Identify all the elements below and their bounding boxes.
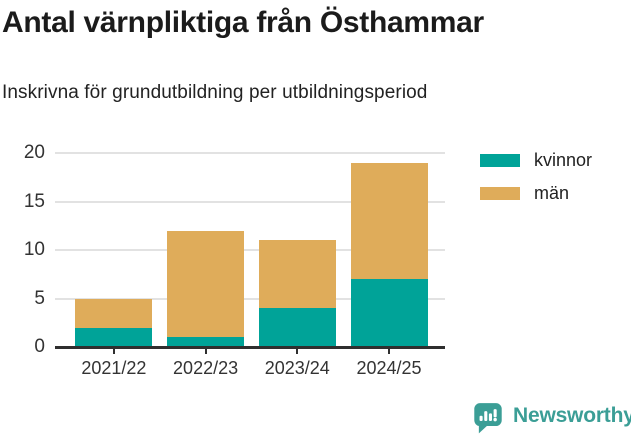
bar-2022-23-kvinnor bbox=[167, 337, 245, 347]
bar-2024-25-kvinnor bbox=[350, 279, 428, 347]
bar-2021-22-män bbox=[75, 298, 153, 328]
x-tick-2023-24 bbox=[296, 348, 299, 354]
y-axis-label-10: 10 bbox=[23, 239, 45, 260]
legend-label-män: män bbox=[534, 183, 570, 203]
bar-2023-24-män bbox=[258, 240, 336, 309]
x-tick-2024-25 bbox=[388, 348, 390, 354]
legend-item-kvinnor: kvinnor bbox=[480, 150, 592, 171]
bar-2024-25-män bbox=[350, 162, 428, 280]
bar-2023-24-kvinnor bbox=[258, 308, 336, 347]
x-axis-label-2022-23: 2022/23 bbox=[173, 358, 239, 378]
x-axis-label-2024-25: 2024/25 bbox=[356, 358, 422, 378]
gridline-y-10 bbox=[55, 249, 445, 251]
x-axis-line bbox=[55, 346, 445, 349]
x-axis-label-2021-22: 2021/22 bbox=[81, 358, 147, 378]
bar-chart-speech-bubble-icon bbox=[474, 403, 502, 434]
chart-legend: kvinnor män bbox=[480, 150, 592, 216]
chart-subtitle: Inskrivna för grundutbildning per utbild… bbox=[2, 82, 428, 103]
y-axis-label-15: 15 bbox=[23, 190, 45, 212]
x-axis-label-2023-24: 2023/24 bbox=[264, 358, 330, 378]
y-axis-label-0: 0 bbox=[34, 336, 45, 357]
chart-title: Antal värnpliktiga från Östhammar bbox=[2, 6, 484, 39]
legend-label-kvinnor: kvinnor bbox=[534, 150, 593, 170]
bar-2021-22-kvinnor bbox=[75, 327, 153, 347]
gridline-y-20 bbox=[55, 152, 445, 154]
gridline-y-15 bbox=[55, 200, 445, 203]
legend-swatch-män bbox=[480, 187, 520, 200]
gridline-y-5 bbox=[55, 297, 445, 300]
legend-swatch-kvinnor bbox=[480, 154, 520, 167]
x-tick-2021-22 bbox=[112, 348, 115, 354]
bar-2022-23-män bbox=[167, 230, 245, 338]
newsworthy-brand: Newsworthy bbox=[473, 402, 631, 434]
x-tick-2022-23 bbox=[204, 348, 207, 354]
newsworthy-brand-name: Newsworthy bbox=[513, 404, 631, 427]
y-axis-label-5: 5 bbox=[34, 287, 45, 309]
y-axis-label-20: 20 bbox=[23, 142, 45, 163]
legend-item-män: män bbox=[480, 183, 592, 204]
